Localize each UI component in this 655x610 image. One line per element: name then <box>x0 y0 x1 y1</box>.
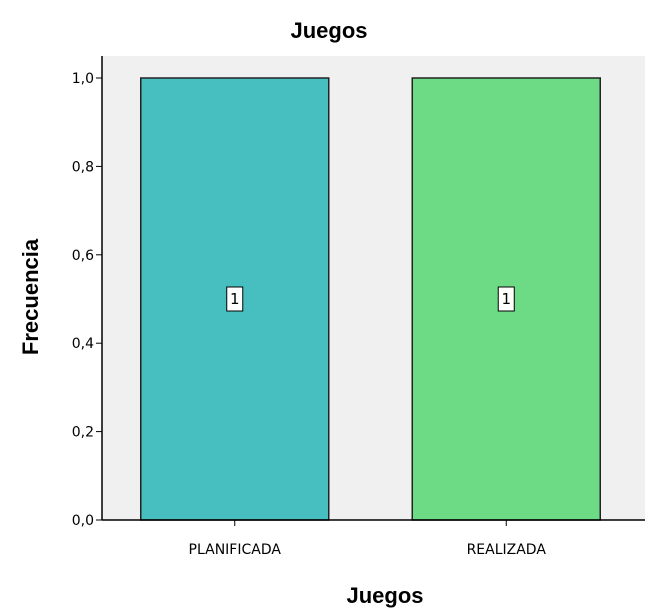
x-tick-label: REALIZADA <box>467 542 547 558</box>
data-label-box <box>226 286 244 312</box>
chart-title: Juegos <box>290 18 367 43</box>
y-tick-label: 0,2 <box>72 425 94 441</box>
x-axis-label: Juegos <box>346 583 423 608</box>
data-label: 1 <box>501 290 511 308</box>
y-tick-label: 0,6 <box>72 248 94 264</box>
x-tick-label: PLANIFICADA <box>189 542 282 558</box>
y-tick-label: 1,0 <box>72 71 94 87</box>
y-tick-label: 0,4 <box>72 336 94 352</box>
y-tick-label: 0,8 <box>72 159 94 175</box>
y-axis-label: Frecuencia <box>18 238 43 355</box>
y-tick-label: 0,0 <box>72 513 94 529</box>
data-label: 1 <box>230 290 240 308</box>
data-label-box <box>497 286 515 312</box>
